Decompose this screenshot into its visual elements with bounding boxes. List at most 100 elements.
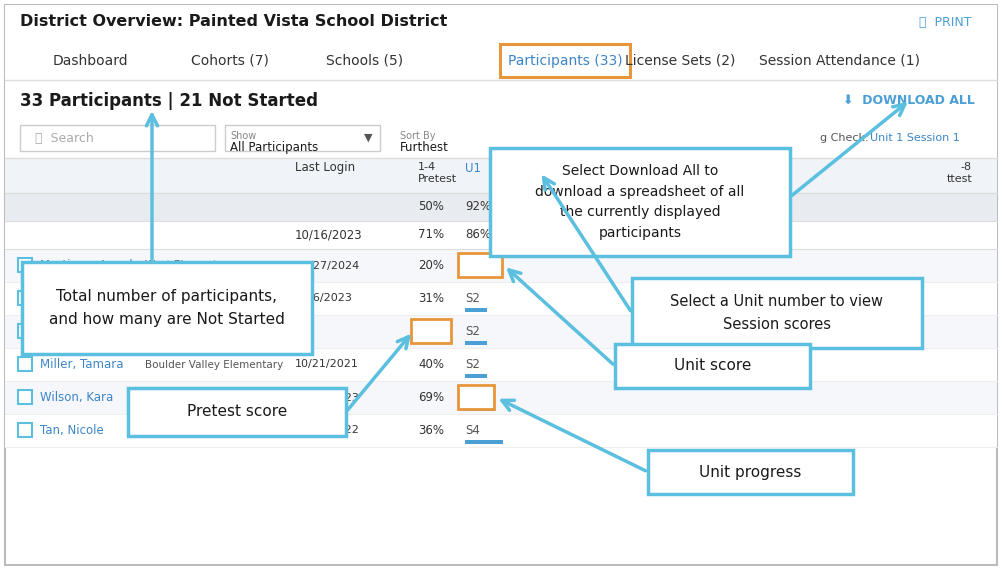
Text: 94%: 94% bbox=[508, 201, 534, 214]
FancyBboxPatch shape bbox=[458, 385, 494, 409]
Text: Furthest: Furthest bbox=[400, 141, 449, 154]
FancyBboxPatch shape bbox=[20, 125, 215, 151]
Text: 87%: 87% bbox=[553, 201, 579, 214]
Text: Last Login: Last Login bbox=[295, 161, 355, 174]
FancyBboxPatch shape bbox=[5, 282, 997, 315]
Text: District Overview: Painted Vista School District: District Overview: Painted Vista School … bbox=[20, 14, 447, 30]
Text: Sort By: Sort By bbox=[400, 131, 436, 141]
Text: ⬇  DOWNLOAD ALL: ⬇ DOWNLOAD ALL bbox=[843, 93, 975, 107]
Text: Dashboard: Dashboard bbox=[52, 54, 128, 68]
Text: 40%: 40% bbox=[418, 358, 444, 371]
Text: S4: S4 bbox=[465, 424, 480, 437]
FancyBboxPatch shape bbox=[18, 423, 32, 437]
Text: Hillside Elementary: Hillside Elementary bbox=[145, 393, 246, 402]
FancyBboxPatch shape bbox=[5, 80, 997, 120]
Text: 31%: 31% bbox=[418, 292, 444, 305]
Text: 86%: 86% bbox=[465, 229, 491, 242]
Text: 36%: 36% bbox=[418, 424, 444, 437]
Text: S2: S2 bbox=[465, 358, 480, 371]
FancyBboxPatch shape bbox=[465, 341, 487, 345]
FancyBboxPatch shape bbox=[411, 319, 451, 343]
FancyBboxPatch shape bbox=[5, 5, 997, 40]
FancyBboxPatch shape bbox=[5, 315, 997, 348]
Text: Unit score: Unit score bbox=[673, 359, 752, 373]
FancyBboxPatch shape bbox=[5, 249, 997, 282]
Text: Martinez, Angela: Martinez, Angela bbox=[40, 259, 140, 272]
Text: West Elementary: West Elementary bbox=[145, 260, 233, 271]
Text: 10/21/2021: 10/21/2021 bbox=[295, 360, 359, 369]
Text: 50%: 50% bbox=[418, 201, 444, 214]
Text: Miller, Tamara: Miller, Tamara bbox=[40, 358, 123, 371]
FancyBboxPatch shape bbox=[5, 348, 997, 381]
Text: S2: S2 bbox=[465, 325, 480, 338]
Text: 🔍  Search: 🔍 Search bbox=[35, 132, 94, 145]
FancyBboxPatch shape bbox=[5, 158, 997, 193]
FancyBboxPatch shape bbox=[5, 120, 997, 158]
FancyBboxPatch shape bbox=[503, 160, 533, 182]
FancyBboxPatch shape bbox=[465, 374, 487, 378]
FancyBboxPatch shape bbox=[490, 148, 790, 256]
Text: Show: Show bbox=[230, 131, 257, 141]
Text: License Sets (2): License Sets (2) bbox=[625, 54, 735, 68]
FancyBboxPatch shape bbox=[128, 388, 346, 436]
Text: U3: U3 bbox=[553, 161, 569, 174]
Text: Schools (5): Schools (5) bbox=[327, 54, 404, 68]
FancyBboxPatch shape bbox=[465, 407, 495, 411]
Text: Sokol, Almas: Sokol, Almas bbox=[40, 325, 115, 338]
FancyBboxPatch shape bbox=[648, 450, 853, 494]
Text: 98%: 98% bbox=[465, 259, 491, 272]
Text: Cohorts (7): Cohorts (7) bbox=[191, 54, 269, 68]
Text: 69%: 69% bbox=[418, 391, 444, 404]
Text: 20%: 20% bbox=[418, 259, 444, 272]
FancyBboxPatch shape bbox=[465, 308, 487, 312]
FancyBboxPatch shape bbox=[22, 262, 312, 354]
Text: -8: -8 bbox=[961, 162, 972, 172]
Text: Wilson, Kara: Wilson, Kara bbox=[40, 391, 113, 404]
Text: g Check:: g Check: bbox=[820, 133, 876, 143]
Text: Select a Unit number to view
Session scores: Select a Unit number to view Session sco… bbox=[670, 294, 884, 332]
Text: 87%: 87% bbox=[553, 229, 579, 242]
Text: 1-4: 1-4 bbox=[418, 162, 436, 172]
Text: 51%: 51% bbox=[418, 325, 444, 338]
Text: Select Download All to
download a spreadsheet of all
the currently displayed
par: Select Download All to download a spread… bbox=[535, 164, 744, 240]
FancyBboxPatch shape bbox=[18, 357, 32, 371]
Text: West Elementary: West Elementary bbox=[145, 425, 233, 435]
Text: S2: S2 bbox=[465, 292, 480, 305]
Text: Total number of participants,
and how many are Not Started: Total number of participants, and how ma… bbox=[49, 289, 285, 327]
Text: 08/31/2023: 08/31/2023 bbox=[295, 393, 359, 402]
FancyBboxPatch shape bbox=[225, 125, 380, 151]
FancyBboxPatch shape bbox=[5, 414, 997, 447]
Text: Boulder Valley Elementary: Boulder Valley Elementary bbox=[145, 360, 284, 369]
Text: Session Attendance (1): Session Attendance (1) bbox=[760, 54, 921, 68]
Text: 10/16/2023: 10/16/2023 bbox=[295, 229, 363, 242]
FancyBboxPatch shape bbox=[615, 344, 810, 388]
FancyBboxPatch shape bbox=[5, 221, 997, 249]
Text: S3: S3 bbox=[465, 391, 480, 404]
Text: 01/13/2022: 01/13/2022 bbox=[295, 425, 359, 435]
FancyBboxPatch shape bbox=[500, 44, 630, 77]
FancyBboxPatch shape bbox=[18, 291, 32, 305]
FancyBboxPatch shape bbox=[465, 440, 503, 444]
Text: Participants (33): Participants (33) bbox=[508, 54, 622, 68]
Text: ▼: ▼ bbox=[364, 133, 372, 143]
Text: 33 Participants | 21 Not Started: 33 Participants | 21 Not Started bbox=[20, 92, 318, 110]
Text: Unit progress: Unit progress bbox=[699, 465, 802, 479]
Text: Unit 1 Session 1: Unit 1 Session 1 bbox=[870, 133, 960, 143]
Text: ⎙  PRINT: ⎙ PRINT bbox=[920, 15, 972, 28]
FancyBboxPatch shape bbox=[18, 324, 32, 338]
Text: U2: U2 bbox=[508, 161, 524, 174]
Text: Tan, Nicole: Tan, Nicole bbox=[40, 424, 104, 437]
FancyBboxPatch shape bbox=[5, 5, 997, 565]
FancyBboxPatch shape bbox=[5, 381, 997, 414]
Text: All Participants: All Participants bbox=[230, 141, 319, 154]
FancyBboxPatch shape bbox=[5, 40, 997, 80]
Text: ttest: ttest bbox=[946, 174, 972, 184]
Text: Pretest score: Pretest score bbox=[187, 405, 288, 420]
FancyBboxPatch shape bbox=[632, 278, 922, 348]
Text: 92%: 92% bbox=[465, 201, 491, 214]
Text: 94%: 94% bbox=[508, 229, 534, 242]
FancyBboxPatch shape bbox=[458, 253, 502, 277]
Text: 71%: 71% bbox=[418, 229, 444, 242]
Text: U1: U1 bbox=[465, 161, 481, 174]
Text: 02/27/2024: 02/27/2024 bbox=[295, 260, 360, 271]
